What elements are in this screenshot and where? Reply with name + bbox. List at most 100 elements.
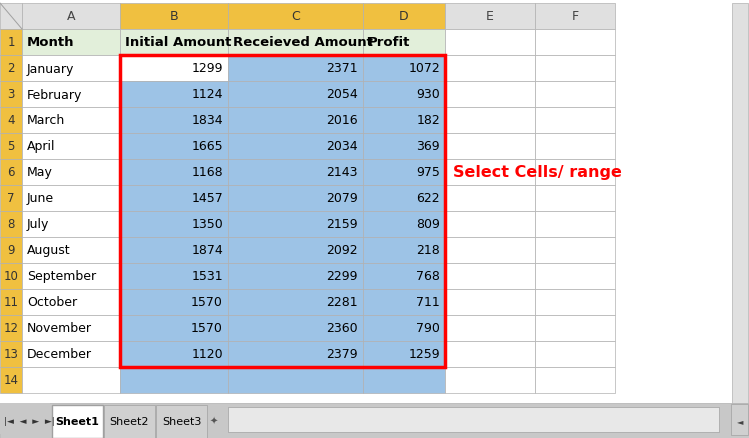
Bar [535,315,615,341]
Bar [22,290,120,315]
Text: 7: 7 [7,192,15,205]
Text: June: June [27,192,54,205]
Bar [0,82,22,108]
Bar [120,56,228,82]
Bar [0,290,22,315]
Bar [445,30,535,56]
Bar [120,4,228,30]
Text: 1120: 1120 [192,348,223,360]
Bar [363,186,445,212]
Text: March: March [27,114,65,127]
Text: 3: 3 [7,88,15,101]
Text: 1665: 1665 [192,140,223,153]
Bar [0,159,22,186]
Bar [228,108,363,134]
Text: 2360: 2360 [327,322,358,335]
Bar [535,134,615,159]
Text: 2016: 2016 [327,114,358,127]
Text: 1874: 1874 [191,244,223,257]
Text: 9: 9 [7,244,15,257]
Bar [22,212,120,237]
Text: August: August [27,244,70,257]
Text: B: B [170,11,178,24]
Bar [731,404,748,435]
Bar [228,315,363,341]
Bar [535,341,615,367]
Text: 6: 6 [7,166,15,179]
Bar [0,30,22,56]
Bar [445,263,535,290]
Bar [228,263,363,290]
Text: 1457: 1457 [191,192,223,205]
Bar [22,186,120,212]
Bar [363,30,445,56]
Bar [120,290,228,315]
Bar [445,186,535,212]
Bar [120,237,228,263]
Text: 1259: 1259 [408,348,440,360]
Bar [535,212,615,237]
Bar [120,315,228,341]
Text: 369: 369 [416,140,440,153]
Bar [22,82,120,108]
Bar [445,82,535,108]
Text: Sheet2: Sheet2 [110,417,149,427]
Bar [0,4,22,30]
Text: 2092: 2092 [327,244,358,257]
Bar [0,56,22,82]
Text: 930: 930 [416,88,440,101]
Text: Initial Amount: Initial Amount [125,36,231,49]
Bar [445,290,535,315]
Text: 1531: 1531 [192,270,223,283]
Text: 12: 12 [4,322,19,335]
Text: 1570: 1570 [191,296,223,309]
Bar [228,56,363,82]
Bar [228,407,719,432]
Text: 1124: 1124 [192,88,223,101]
Text: 13: 13 [4,348,19,360]
Bar [120,30,228,56]
Bar [0,263,22,290]
Text: July: July [27,218,49,231]
Bar [535,30,615,56]
Bar [0,367,22,393]
Text: 218: 218 [416,244,440,257]
Bar [363,367,445,393]
Bar [0,315,22,341]
Bar [363,82,445,108]
Bar [535,56,615,82]
Bar [363,56,445,82]
Bar [22,367,120,393]
Bar [535,367,615,393]
Text: 809: 809 [416,218,440,231]
Text: A: A [67,11,75,24]
Bar [535,237,615,263]
Bar [445,134,535,159]
Bar [228,82,363,108]
Bar [0,237,22,263]
Bar [120,341,228,367]
Text: 182: 182 [416,114,440,127]
Bar [22,315,120,341]
Text: 790: 790 [416,322,440,335]
Text: 8: 8 [7,218,15,231]
Text: 2054: 2054 [327,88,358,101]
Bar [120,108,228,134]
Bar [535,159,615,186]
Text: 1072: 1072 [408,62,440,75]
Bar [535,290,615,315]
Text: February: February [27,88,82,101]
Bar [445,237,535,263]
Text: April: April [27,140,55,153]
Text: 1834: 1834 [192,114,223,127]
Text: October: October [27,296,77,309]
Text: 1299: 1299 [192,62,223,75]
Text: May: May [27,166,53,179]
Bar [104,405,155,438]
Bar [22,134,120,159]
Text: E: E [486,11,494,24]
Bar [22,263,120,290]
Bar [52,405,103,438]
Text: September: September [27,270,96,283]
Text: F: F [571,11,578,24]
